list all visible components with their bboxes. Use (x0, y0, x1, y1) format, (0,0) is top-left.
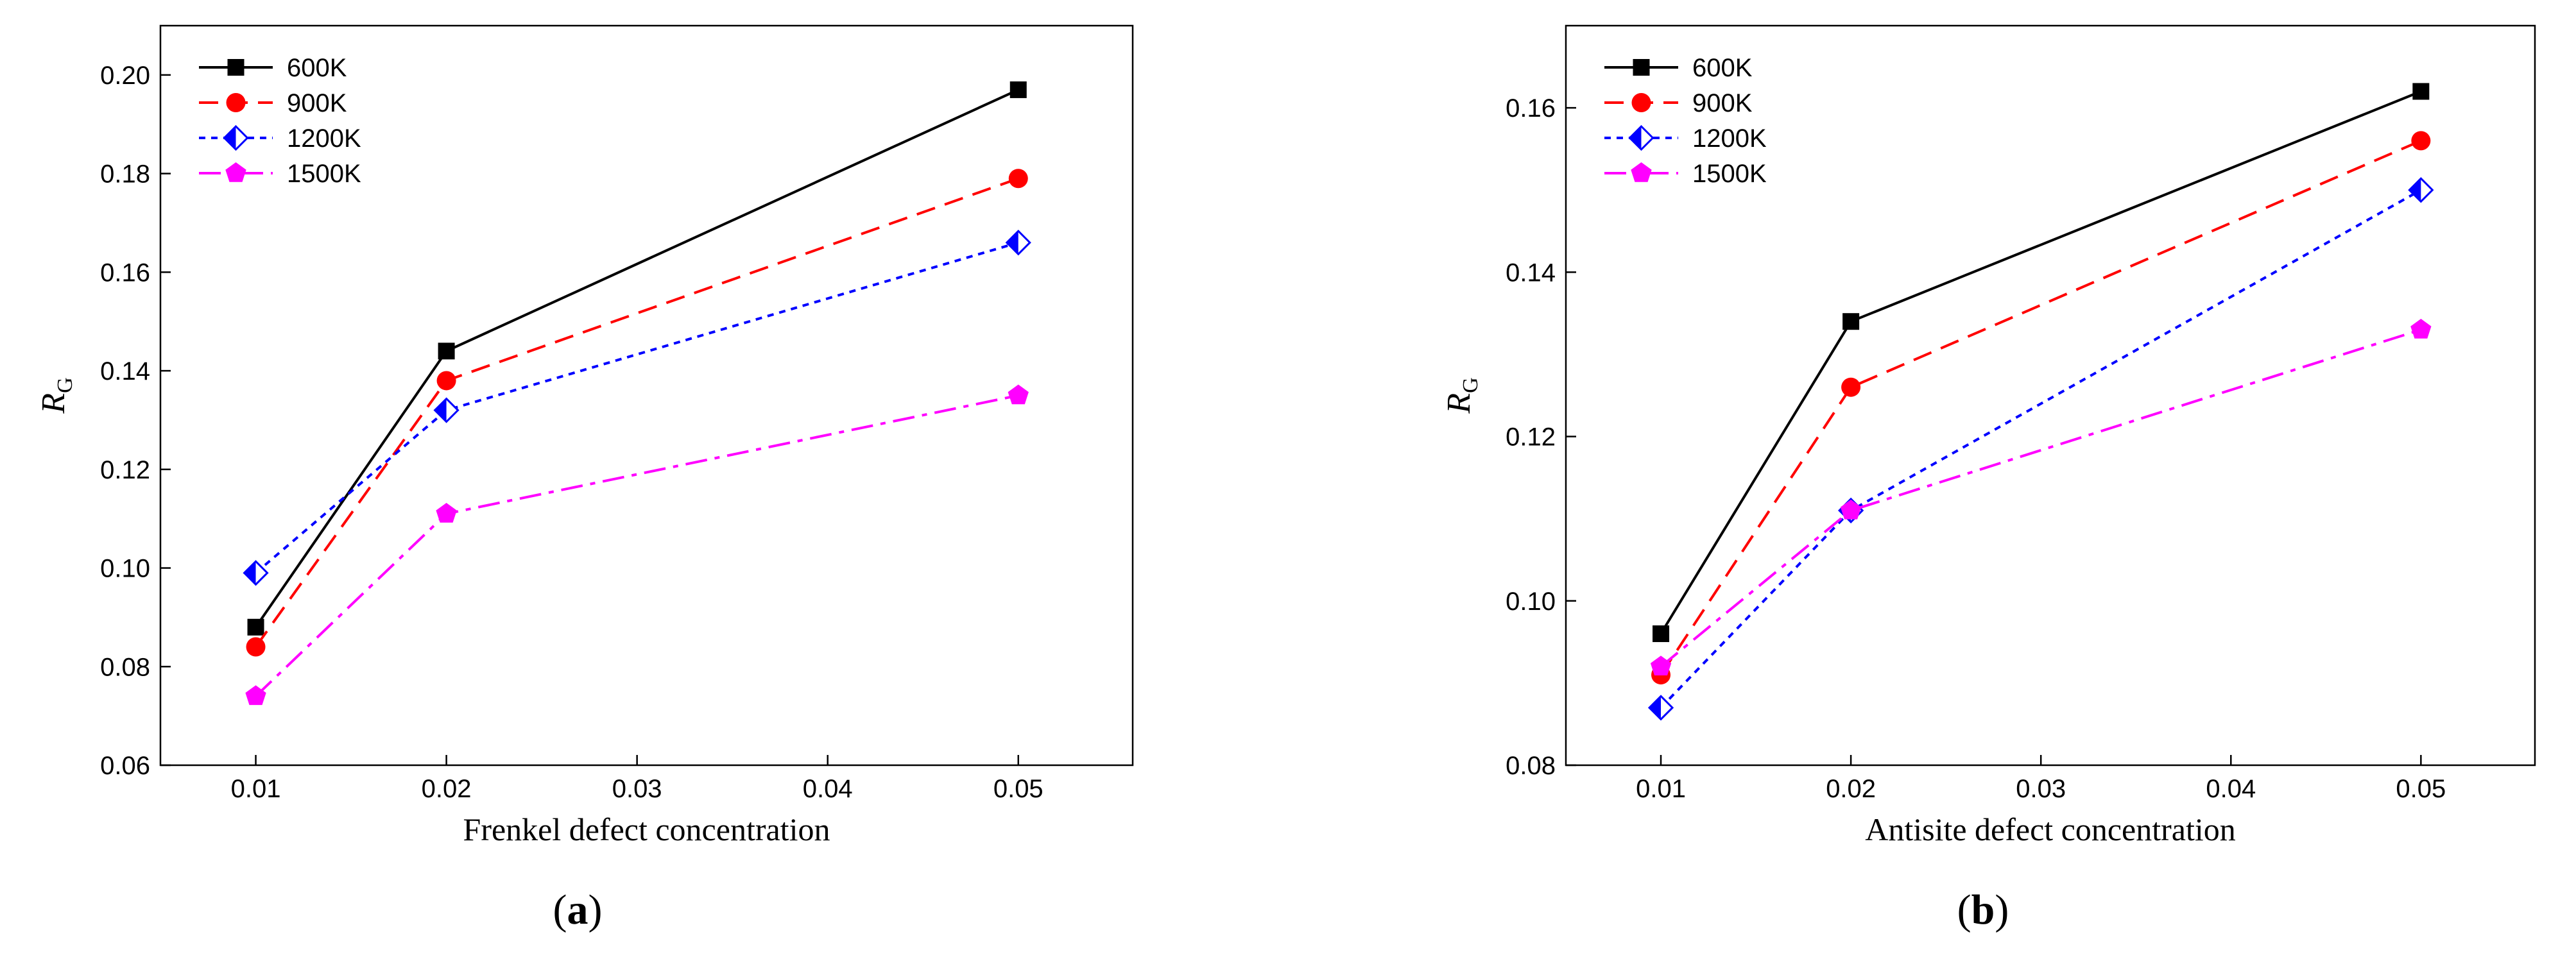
data-point-1500K-a (245, 685, 266, 706)
legend-label-600K-a: 600K (287, 54, 347, 82)
y-tick-label-b: 0.16 (1506, 94, 1556, 123)
data-point-1200K-a-fill (434, 398, 447, 422)
panel-a: 0.01 0.02 0.03 0.04 0.05 0.06 0.08 0.10 0.12 0.14… (35, 24, 1134, 933)
legend-marker-1500K-b (1631, 162, 1652, 182)
series-1500K-b (1650, 319, 2432, 675)
x-tick-label-b: 0.05 (2396, 775, 2446, 803)
legend-label-900K-b: 900K (1692, 89, 1753, 117)
data-point-1200K-a-fill (1006, 231, 1018, 255)
series-line-1500K-b (1660, 328, 2422, 668)
data-point-600K-b (1842, 313, 1860, 330)
data-point-900K-a (436, 371, 456, 391)
legend-label-900K-a: 900K (287, 89, 347, 117)
data-point-1200K-b-fill (1649, 696, 1662, 720)
x-tick-label-b: 0.04 (2206, 775, 2256, 803)
y-axis-label-main: R (35, 393, 72, 414)
y-axis-label-sub: G (53, 377, 77, 393)
legend-label-1500K-a: 1500K (287, 160, 361, 188)
y-tick-label-a: 0.08 (100, 653, 150, 681)
data-point-900K-a (246, 637, 266, 657)
data-point-1500K-a (1008, 384, 1029, 405)
y-tick-label-a: 0.16 (100, 258, 150, 287)
legend-marker-1200K-a-fill (224, 126, 236, 149)
y-axis-label-sub: G (1459, 377, 1482, 393)
legend-a: 600K 900K 1200K 1500K (199, 54, 361, 188)
legend-marker-900K-b (1631, 93, 1651, 112)
data-point-900K-b (2411, 131, 2431, 151)
legend-marker-600K-a (227, 59, 245, 76)
x-tick-label-a: 0.03 (612, 775, 662, 803)
x-axis-label-a: Frenkel defect concentration (463, 811, 830, 847)
panel-b: 0.01 0.02 0.03 0.04 0.05 0.08 0.10 0.12 0.14 0.16… (1441, 24, 2536, 933)
data-point-1500K-b (1840, 499, 1862, 520)
x-axis-label-b: Antisite defect concentration (1865, 811, 2236, 847)
data-point-1500K-a (436, 503, 457, 523)
panel-label-a: (a) (553, 886, 603, 933)
x-tick-label-b: 0.03 (2016, 775, 2066, 803)
panel-label-b: (b) (1957, 886, 2009, 933)
y-tick-label-b: 0.12 (1506, 423, 1556, 452)
x-tick-label-a: 0.02 (422, 775, 472, 803)
series-line-1500K-a (255, 394, 1019, 697)
x-tick-label-a: 0.05 (993, 775, 1043, 803)
legend-label-1500K-b: 1500K (1692, 160, 1767, 188)
series-900K-a (246, 169, 1028, 657)
legend-label-1200K-b: 1200K (1692, 124, 1767, 153)
x-tick-label-b: 0.02 (1826, 775, 1876, 803)
y-axis-label-b: RG (1441, 377, 1482, 414)
series-900K-b (1651, 131, 2431, 685)
series-1200K-b (1647, 177, 2434, 721)
series-1200K-a (243, 230, 1031, 586)
series-1500K-a (245, 384, 1029, 706)
data-point-600K-a (1009, 81, 1027, 98)
x-tick-label-b: 0.01 (1636, 775, 1686, 803)
legend-b: 600K 900K 1200K 1500K (1604, 54, 1767, 188)
y-tick-label-b: 0.10 (1506, 588, 1556, 616)
data-point-600K-a (247, 618, 264, 636)
y-tick-label-a: 0.12 (100, 456, 150, 484)
y-tick-label-a: 0.14 (100, 357, 150, 385)
y-axis-label-main: R (1441, 393, 1477, 414)
legend-marker-900K-a (226, 93, 246, 112)
data-point-900K-a (1008, 169, 1028, 189)
y-tick-label-a: 0.20 (100, 62, 150, 90)
y-tick-label-a: 0.10 (100, 555, 150, 583)
y-axis-label-a: RG (35, 377, 77, 414)
legend-marker-600K-b (1633, 59, 1650, 76)
legend-label-1200K-a: 1200K (287, 124, 361, 153)
plot-frame-b (1565, 24, 2536, 766)
y-tick-label-b: 0.14 (1506, 258, 1556, 287)
legend-label-600K-b: 600K (1692, 54, 1753, 82)
series-line-600K-a (254, 89, 1019, 628)
x-tick-label-a: 0.04 (803, 775, 853, 803)
data-point-600K-a (438, 343, 455, 360)
series-line-600K-b (1660, 90, 2422, 635)
plot-frame-a (159, 24, 1134, 766)
series-600K-b (1653, 83, 2430, 643)
y-tick-label-a: 0.18 (100, 160, 150, 189)
data-point-1500K-b (1650, 656, 1672, 675)
data-point-1500K-b (2410, 319, 2432, 339)
data-point-1200K-b-fill (2409, 178, 2421, 202)
series-line-900K-a (254, 177, 1019, 648)
legend-marker-1200K-b-fill (1629, 126, 1642, 149)
y-tick-label-a: 0.06 (100, 752, 150, 780)
series-600K-a (247, 81, 1027, 636)
data-point-900K-b (1841, 377, 1861, 397)
series-line-900K-b (1660, 139, 2422, 676)
x-tick-label-a: 0.01 (231, 775, 281, 803)
legend-marker-1500K-a (225, 162, 246, 182)
data-point-1200K-a-fill (244, 561, 256, 585)
series-line-1200K-a (255, 241, 1019, 574)
y-tick-label-b: 0.08 (1506, 752, 1556, 780)
data-point-600K-b (2412, 83, 2430, 100)
data-point-600K-b (1653, 625, 1670, 643)
